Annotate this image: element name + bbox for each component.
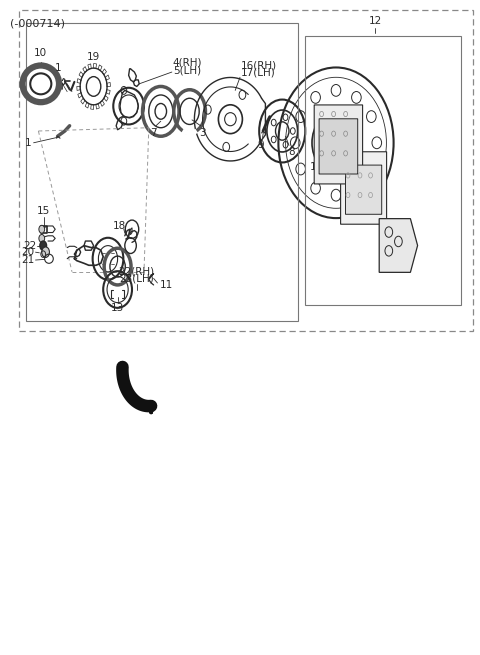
FancyBboxPatch shape: [319, 119, 358, 174]
Text: 15: 15: [37, 206, 50, 216]
Bar: [26, 23, 298, 321]
Text: 7: 7: [150, 128, 157, 138]
Ellipse shape: [39, 234, 45, 242]
Ellipse shape: [39, 225, 45, 233]
FancyBboxPatch shape: [341, 152, 386, 224]
Text: 13: 13: [111, 303, 124, 312]
Ellipse shape: [30, 73, 51, 94]
Text: 18: 18: [112, 221, 126, 231]
Text: 12: 12: [368, 16, 382, 26]
Text: 1: 1: [24, 138, 31, 148]
Text: 17(LH): 17(LH): [241, 67, 276, 77]
Polygon shape: [379, 219, 418, 272]
Text: (-000714): (-000714): [10, 18, 65, 28]
Text: 6: 6: [373, 188, 380, 198]
FancyBboxPatch shape: [346, 165, 382, 214]
Text: 1: 1: [55, 64, 62, 73]
Text: 8: 8: [288, 147, 295, 157]
Bar: [305, 36, 461, 305]
Text: 21: 21: [21, 255, 35, 265]
Text: 2: 2: [373, 174, 380, 185]
Text: 22: 22: [23, 240, 36, 251]
Text: 11: 11: [159, 280, 173, 290]
Text: 9: 9: [257, 140, 264, 150]
Ellipse shape: [40, 241, 47, 250]
Text: 5(LH): 5(LH): [173, 66, 201, 75]
Ellipse shape: [359, 187, 376, 200]
Text: 19: 19: [87, 52, 100, 62]
FancyBboxPatch shape: [314, 105, 362, 184]
Text: 14: 14: [310, 162, 324, 172]
Text: 3: 3: [199, 128, 206, 138]
Text: 22(RH): 22(RH): [119, 267, 155, 276]
Text: 10: 10: [34, 48, 48, 58]
Text: 23(LH): 23(LH): [120, 274, 154, 284]
Bar: [19, 10, 473, 331]
Text: 20: 20: [22, 247, 35, 257]
Ellipse shape: [42, 247, 49, 257]
Text: 4(RH): 4(RH): [173, 58, 202, 67]
Text: 16(RH): 16(RH): [241, 60, 277, 70]
